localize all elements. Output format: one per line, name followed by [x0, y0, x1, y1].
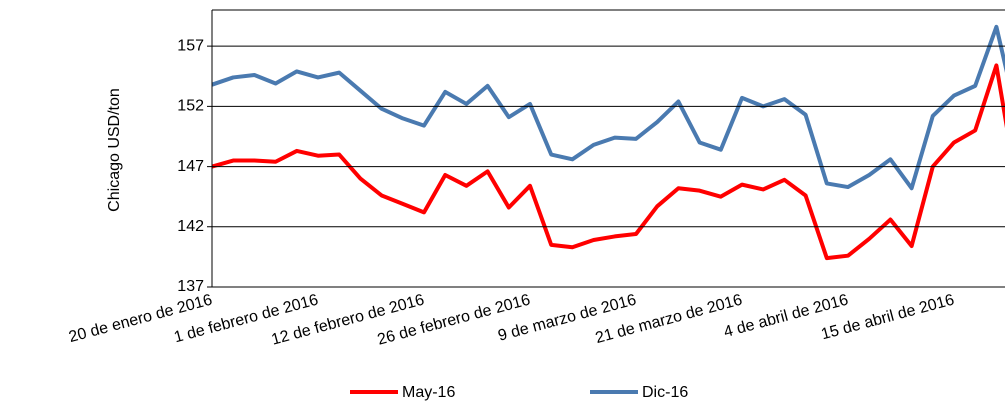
legend-label: May-16	[402, 384, 455, 401]
plot-area	[212, 24, 1005, 261]
series-line	[212, 63, 1005, 261]
y-axis-label: Chicago USD/ton	[106, 88, 123, 212]
y-tick-label: 142	[177, 218, 204, 235]
series-line	[212, 24, 1005, 191]
y-tick-label: 157	[177, 37, 204, 54]
y-tick-label: 152	[177, 98, 204, 115]
y-tick-label: 147	[177, 158, 204, 175]
legend-label: Dic-16	[642, 384, 688, 401]
y-tick-label: 137	[177, 278, 204, 295]
